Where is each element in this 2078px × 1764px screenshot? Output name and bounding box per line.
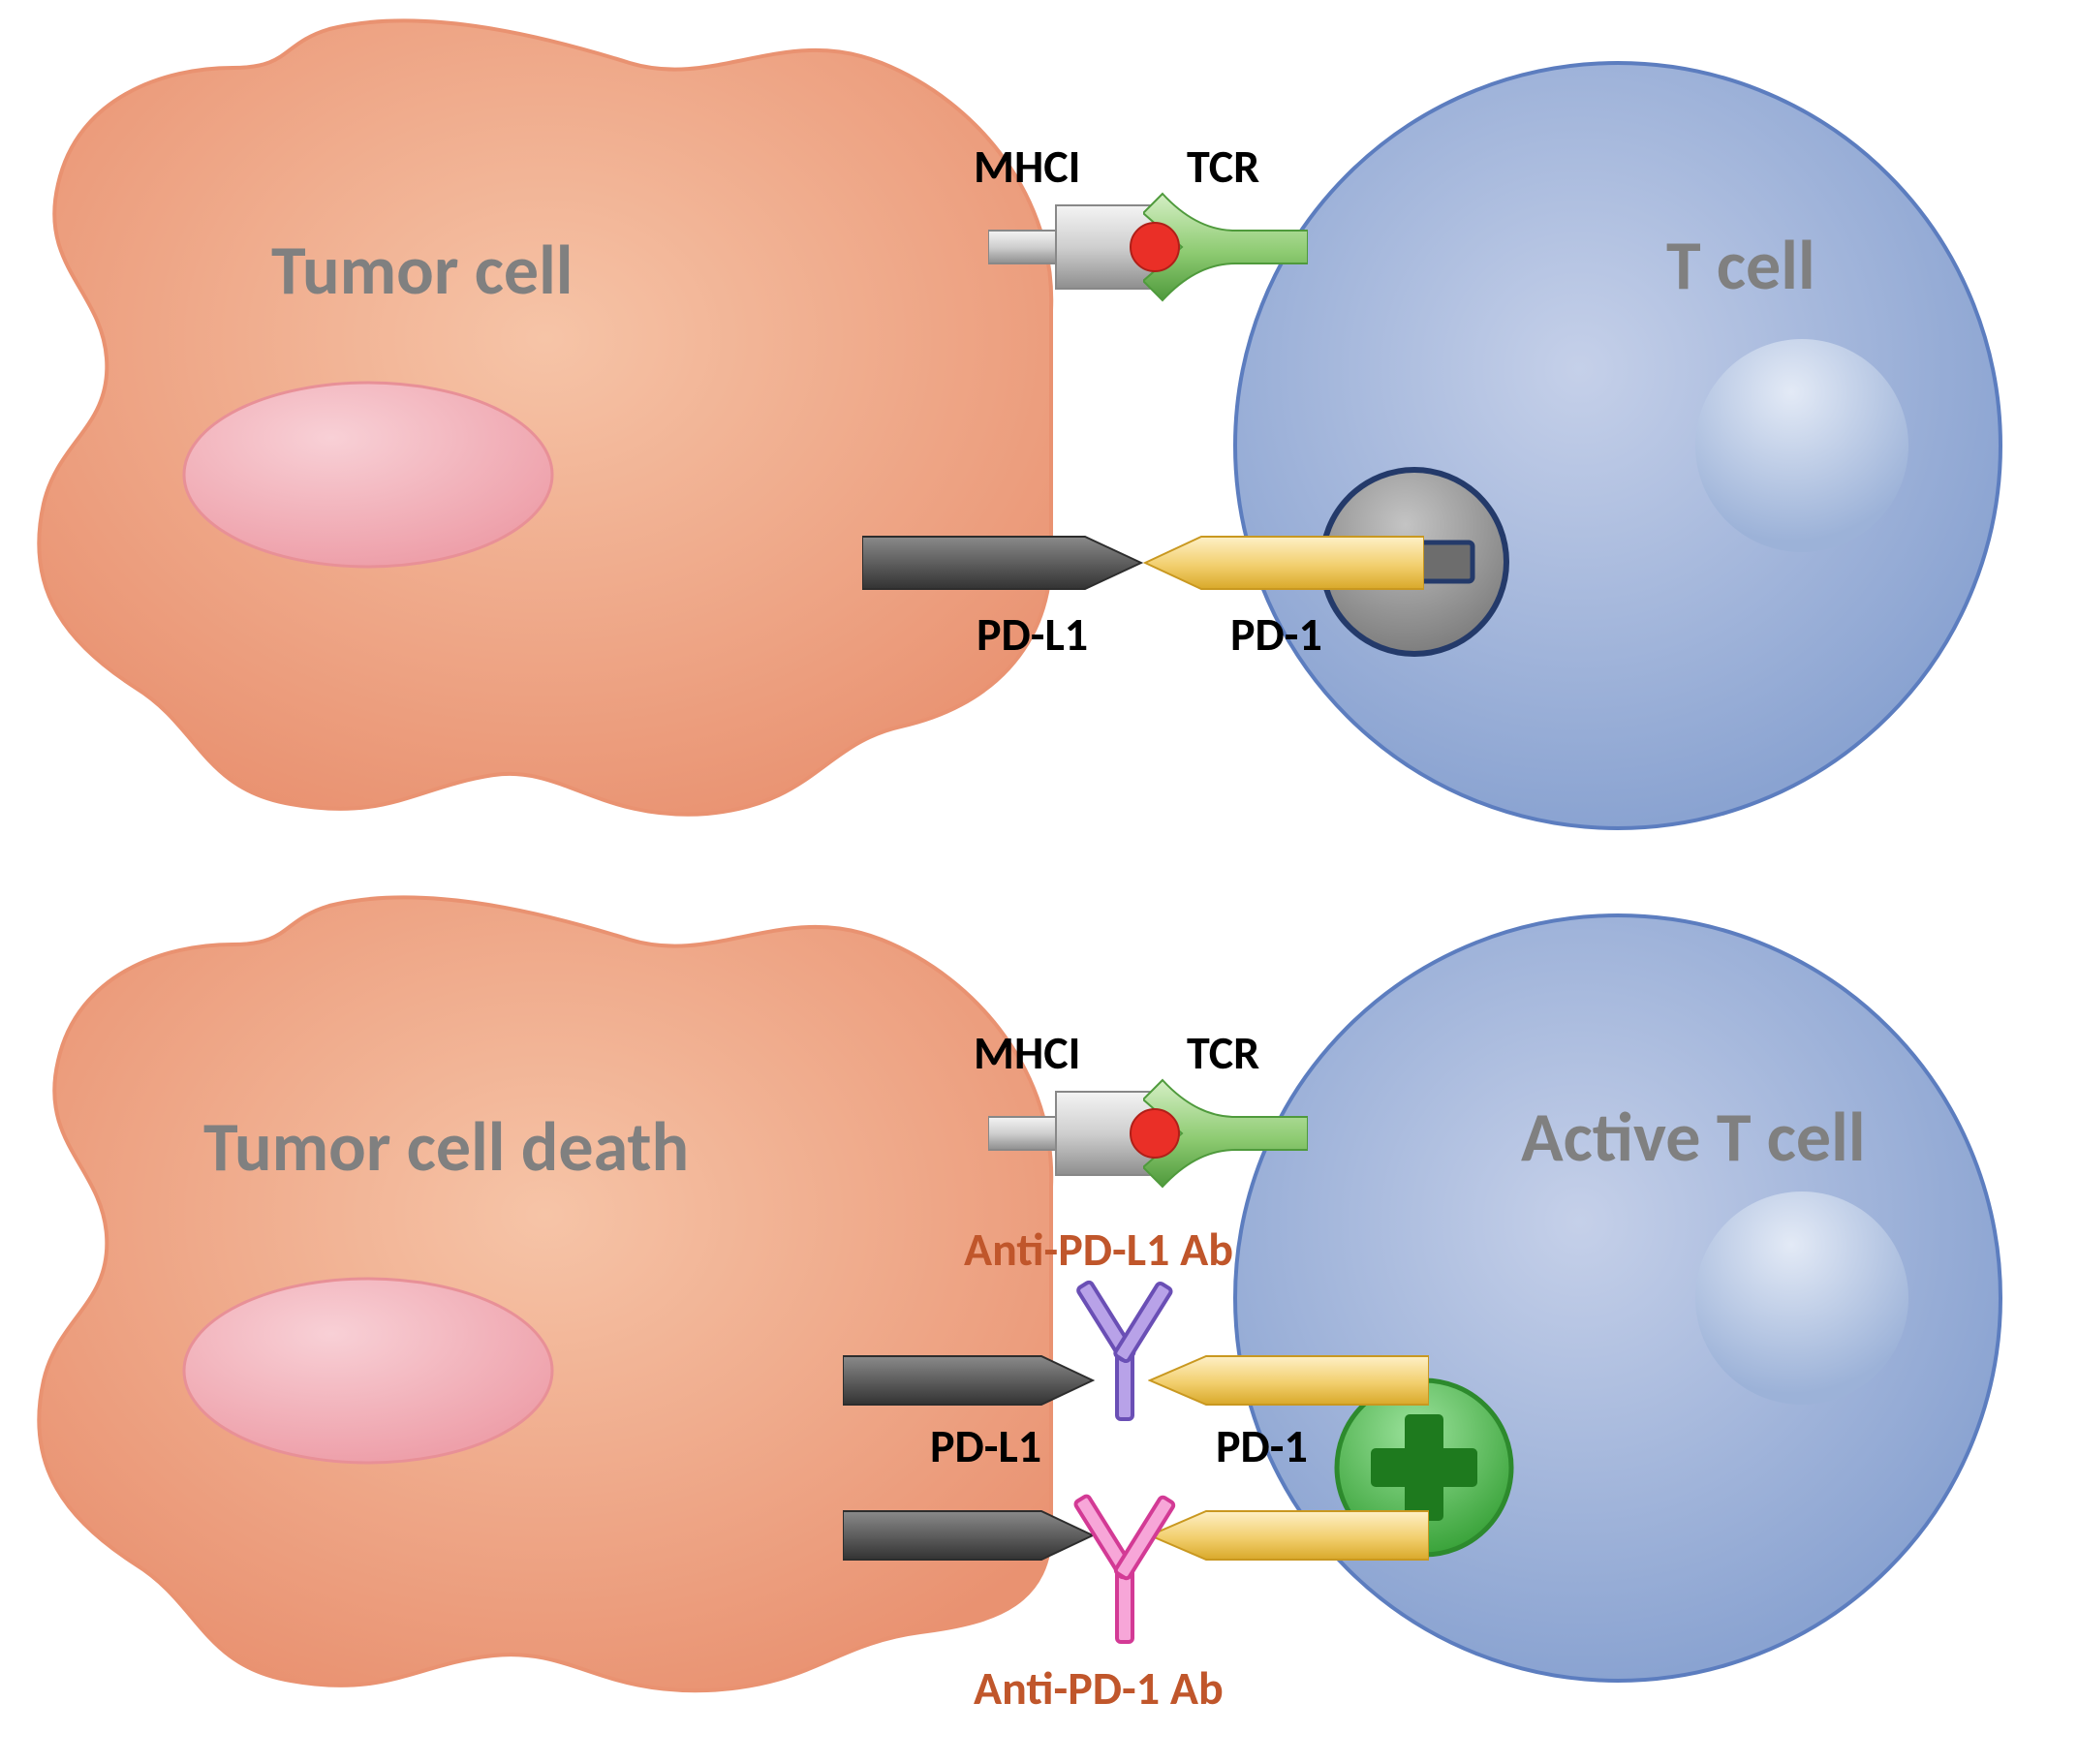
pdl1-arrow-a bbox=[862, 531, 1143, 595]
tcr-label-b: TCR bbox=[1187, 1024, 1259, 1081]
anti-pd1-label: Anti-PD-1 Ab bbox=[974, 1659, 1224, 1717]
pd1-label-a: PD-1 bbox=[1230, 605, 1322, 663]
antibody-anti-pd1 bbox=[1061, 1487, 1187, 1647]
anti-pdl1-label: Anti-PD-L1 Ab bbox=[964, 1221, 1233, 1278]
tumor-label-a: Tumor cell bbox=[271, 228, 573, 313]
tcell-label-a: T cell bbox=[1666, 223, 1815, 308]
antibody-anti-pdl1 bbox=[1061, 1274, 1187, 1424]
tumor-label-b: Tumor cell death bbox=[203, 1104, 689, 1190]
tcell-b bbox=[1230, 911, 2005, 1686]
antigen-dot-b bbox=[1129, 1107, 1182, 1161]
antigen-dot-a bbox=[1129, 221, 1182, 274]
tcr-label-a: TCR bbox=[1187, 138, 1259, 195]
pdl1-arrow-b2 bbox=[843, 1506, 1095, 1564]
panel-a: Tumor cell T cell MHCI TCR PD-L1 PD-1 bbox=[0, 0, 2078, 843]
mhci-label-a: MHCI bbox=[974, 138, 1080, 195]
pdl1-label-a: PD-L1 bbox=[977, 605, 1088, 663]
pd1-arrow-b1 bbox=[1148, 1351, 1429, 1409]
mhci-label-b: MHCI bbox=[974, 1024, 1080, 1081]
pdl1-arrow-b1 bbox=[843, 1351, 1095, 1409]
panel-b: Tumor cell death Active T cell MHCI TCR … bbox=[0, 877, 2078, 1764]
tcell-label-b: Active T cell bbox=[1521, 1095, 1866, 1180]
pdl1-label-b: PD-L1 bbox=[930, 1417, 1041, 1474]
pd1-arrow-a bbox=[1143, 531, 1424, 595]
tumor-cell-a bbox=[10, 10, 1066, 823]
tcell-a bbox=[1230, 58, 2005, 833]
pd1-arrow-b2 bbox=[1148, 1506, 1429, 1564]
pd1-label-b: PD-1 bbox=[1216, 1417, 1308, 1474]
tumor-cell-b bbox=[10, 886, 1066, 1700]
